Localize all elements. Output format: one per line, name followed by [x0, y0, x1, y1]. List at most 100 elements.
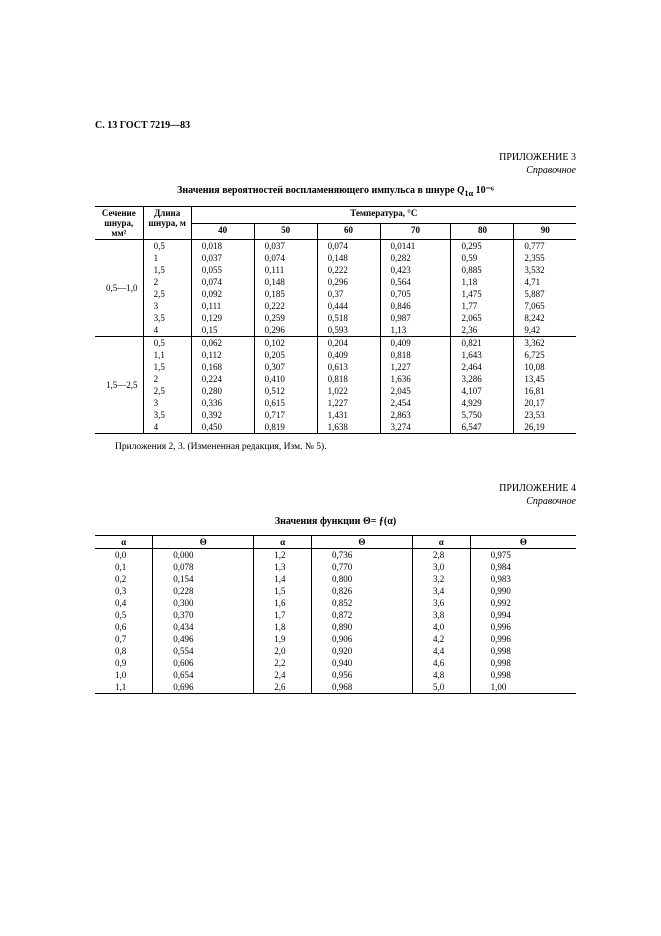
value-cell: 0,987: [380, 312, 451, 324]
value-cell: 0,59: [451, 252, 514, 264]
alpha-cell: 2,2: [254, 657, 312, 669]
alpha-cell: 1,8: [254, 621, 312, 633]
value-cell: 0,055: [191, 264, 254, 276]
value-cell: 0,392: [191, 409, 254, 421]
value-cell: 1,18: [451, 276, 514, 288]
alpha-cell: 5,0: [412, 681, 470, 694]
value-cell: 2,464: [451, 361, 514, 373]
alpha-cell: 0,3: [95, 585, 153, 597]
value-cell: 0,409: [317, 349, 380, 361]
value-cell: 0,222: [254, 300, 317, 312]
value-cell: 2,863: [380, 409, 451, 421]
theta-cell: 0,920: [311, 645, 412, 657]
theta-cell: 0,154: [153, 573, 254, 585]
value-cell: 0,818: [317, 373, 380, 385]
value-cell: 0,037: [191, 252, 254, 264]
value-cell: 6,547: [451, 421, 514, 434]
value-cell: 0,111: [191, 300, 254, 312]
value-cell: 0,092: [191, 288, 254, 300]
theta-cell: 0,606: [153, 657, 254, 669]
theta-cell: 0,994: [470, 609, 576, 621]
value-cell: 23,53: [514, 409, 576, 421]
alpha-cell: 4,6: [412, 657, 470, 669]
alpha-cell: 1,3: [254, 561, 312, 573]
theta-cell: 0,654: [153, 669, 254, 681]
alpha-cell: 1,7: [254, 609, 312, 621]
value-cell: 0,336: [191, 397, 254, 409]
alpha-cell: 4,8: [412, 669, 470, 681]
value-cell: 2,355: [514, 252, 576, 264]
theta-cell: 0,696: [153, 681, 254, 694]
value-cell: 0,0141: [380, 240, 451, 253]
value-cell: 0,444: [317, 300, 380, 312]
alpha-cell: 0,9: [95, 657, 153, 669]
col-temp-70: 70: [380, 223, 451, 240]
value-cell: 0,062: [191, 337, 254, 350]
value-cell: 5,750: [451, 409, 514, 421]
section-cell: 1,5—2,5: [95, 337, 143, 434]
col-temp-80: 80: [451, 223, 514, 240]
value-cell: 1,227: [380, 361, 451, 373]
value-cell: 0,821: [451, 337, 514, 350]
t2-h-t3: Θ: [470, 536, 576, 549]
alpha-cell: 2,0: [254, 645, 312, 657]
value-cell: 0,074: [191, 276, 254, 288]
col-section: Сечение шнура, мм²: [95, 207, 143, 240]
theta-cell: 0,998: [470, 657, 576, 669]
col-temp-40: 40: [191, 223, 254, 240]
length-cell: 2: [143, 276, 191, 288]
value-cell: 1,77: [451, 300, 514, 312]
length-cell: 2,5: [143, 385, 191, 397]
length-cell: 2: [143, 373, 191, 385]
value-cell: 1,431: [317, 409, 380, 421]
value-cell: 4,71: [514, 276, 576, 288]
alpha-cell: 4,4: [412, 645, 470, 657]
theta-cell: 0,872: [311, 609, 412, 621]
value-cell: 10,08: [514, 361, 576, 373]
value-cell: 0,518: [317, 312, 380, 324]
appendix3-kind: Справочное: [526, 165, 576, 176]
length-cell: 0,5: [143, 337, 191, 350]
length-cell: 1,5: [143, 264, 191, 276]
alpha-cell: 0,8: [95, 645, 153, 657]
table1-title: Значения вероятностей воспламеняющего им…: [95, 185, 576, 198]
alpha-cell: 1,6: [254, 597, 312, 609]
value-cell: 3,532: [514, 264, 576, 276]
value-cell: 0,148: [317, 252, 380, 264]
alpha-cell: 2,6: [254, 681, 312, 694]
col-length: Длина шнура, м: [143, 207, 191, 240]
alpha-cell: 3,0: [412, 561, 470, 573]
table2-title: Значения функции Θ= ƒ(α): [95, 516, 576, 527]
appendix-note: Приложения 2, 3. (Измененная редакция, И…: [95, 442, 576, 452]
length-cell: 3: [143, 300, 191, 312]
value-cell: 0,296: [254, 324, 317, 337]
value-cell: 0,512: [254, 385, 317, 397]
alpha-cell: 0,2: [95, 573, 153, 585]
page-header: С. 13 ГОСТ 7219—83: [95, 120, 576, 131]
alpha-cell: 3,8: [412, 609, 470, 621]
theta-cell: 0,496: [153, 633, 254, 645]
alpha-cell: 0,6: [95, 621, 153, 633]
value-cell: 0,129: [191, 312, 254, 324]
value-cell: 3,362: [514, 337, 576, 350]
value-cell: 0,074: [317, 240, 380, 253]
alpha-cell: 1,1: [95, 681, 153, 694]
value-cell: 2,045: [380, 385, 451, 397]
theta-cell: 1,00: [470, 681, 576, 694]
value-cell: 0,102: [254, 337, 317, 350]
value-cell: 0,717: [254, 409, 317, 421]
theta-cell: 0,998: [470, 669, 576, 681]
t2-h-a1: α: [95, 536, 153, 549]
theta-cell: 0,998: [470, 645, 576, 657]
value-cell: 8,242: [514, 312, 576, 324]
value-cell: 0,280: [191, 385, 254, 397]
value-cell: 0,224: [191, 373, 254, 385]
alpha-cell: 3,2: [412, 573, 470, 585]
value-cell: 2,065: [451, 312, 514, 324]
value-cell: 0,615: [254, 397, 317, 409]
theta-cell: 0,996: [470, 621, 576, 633]
length-cell: 4: [143, 421, 191, 434]
alpha-cell: 1,2: [254, 549, 312, 562]
value-cell: 0,423: [380, 264, 451, 276]
value-cell: 26,19: [514, 421, 576, 434]
